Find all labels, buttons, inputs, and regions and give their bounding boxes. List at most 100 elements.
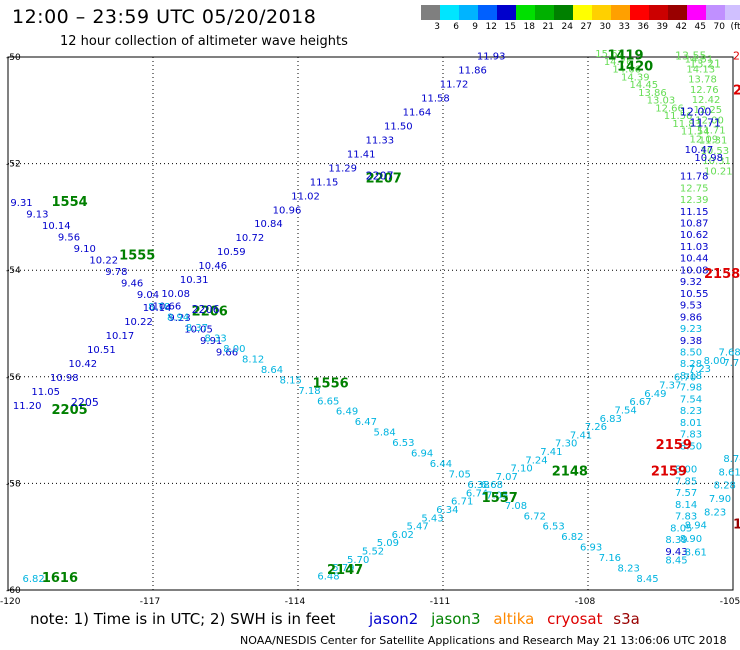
track-value: 6.67 <box>629 397 651 408</box>
track-value: 10.96 <box>273 205 302 216</box>
pass-number: 1554 <box>52 195 88 210</box>
track-value: 10.98 <box>50 373 79 384</box>
track-value: 5.70 <box>347 555 369 566</box>
track-value: 8.90 <box>680 534 702 545</box>
legend-label: (ft) <box>730 22 740 32</box>
track-value: 8.61 <box>685 547 707 558</box>
y-tick-label: -60 <box>6 586 21 596</box>
track-value: 7.41 <box>540 447 562 458</box>
y-tick-label: -52 <box>6 160 21 170</box>
track-value: 9.23 <box>680 324 702 335</box>
track-value: 11.15 <box>310 177 339 188</box>
track-value: 7.10 <box>510 464 532 475</box>
track-value: 8.33 <box>204 334 226 345</box>
track-value: 10.53 <box>700 146 729 157</box>
legend-swatch: 30 <box>592 5 611 32</box>
track-value: 11.41 <box>347 149 376 160</box>
track-value: 10.44 <box>680 254 709 265</box>
legend-label: 15 <box>504 22 516 32</box>
pass-number: 160 <box>733 518 740 533</box>
track-value: 9.66 <box>216 347 238 358</box>
track-value: 10.66 <box>153 302 182 313</box>
track-value: 6.74 <box>466 488 488 499</box>
track-value: 9.23 <box>168 313 190 324</box>
track-value: 10.08 <box>161 289 190 300</box>
track-value: 12.66 <box>655 103 684 114</box>
pass-number: 2159 <box>656 438 692 453</box>
track-value: 14.45 <box>630 80 659 91</box>
track-value: 5.52 <box>362 546 384 557</box>
x-tick-label: -114 <box>285 597 306 607</box>
legend-label: 42 <box>675 22 687 32</box>
track-value: 12.00 <box>695 115 724 126</box>
track-value: 10.08 <box>680 265 709 276</box>
x-tick-label: -105 <box>720 597 740 607</box>
track-value: 11.05 <box>31 387 60 398</box>
track-value: 6.93 <box>580 543 602 554</box>
legend-swatch: 12 <box>478 5 497 32</box>
track-value: 8.28 <box>680 359 702 370</box>
track-value: 14.13 <box>686 65 715 76</box>
track-value: 10.31 <box>180 275 209 286</box>
x-tick-label: -111 <box>430 597 450 607</box>
track-value: 10.31 <box>702 156 731 167</box>
track-value: 12.42 <box>692 95 721 106</box>
pass-number: 2205 <box>71 396 99 409</box>
track-value: 7.83 <box>680 430 702 441</box>
track-value: 7.85 <box>675 476 697 487</box>
pass-number: 2207 <box>366 171 402 186</box>
track-value: 10.17 <box>106 331 135 342</box>
track-value: 9.31 <box>10 198 32 209</box>
y-tick-label: -54 <box>6 266 21 276</box>
track-value: 6.72 <box>524 511 546 522</box>
pass-number: 12.00 <box>680 106 712 119</box>
track-value: 6.53 <box>542 522 564 533</box>
track-value: 7.41 <box>570 430 592 441</box>
track-value: 7.05 <box>449 469 471 480</box>
pass-number: 2206 <box>192 303 220 316</box>
track-value: 11.03 <box>680 242 709 253</box>
legend-swatch: 45 <box>687 5 706 32</box>
track-value: 8.23 <box>680 406 702 417</box>
track-value: 10.47 <box>685 145 714 156</box>
track-value: 6.53 <box>392 438 414 449</box>
track-value: 6.02 <box>392 530 414 541</box>
track-value: 7.54 <box>614 406 636 417</box>
jason2-label: jason2 <box>368 610 419 628</box>
track-value: 11.54 <box>681 127 710 138</box>
track-value: 8.50 <box>680 441 702 452</box>
map-subtitle: 12 hour collection of altimeter wave hei… <box>60 34 348 49</box>
legend-label: 70 <box>713 22 725 32</box>
track-value: 8.45 <box>636 574 658 585</box>
track-value: 10.62 <box>680 230 709 241</box>
x-tick-label: -117 <box>140 597 160 607</box>
track-value: 7.08 <box>505 501 527 512</box>
track-value: 11.93 <box>477 52 506 63</box>
track-value: 8.61 <box>719 467 740 478</box>
track-value: 6.68 <box>481 480 503 491</box>
track-value: 8.05 <box>670 523 692 534</box>
legend-swatch: (ft) <box>725 5 740 32</box>
x-tick-label: -120 <box>0 597 21 607</box>
track-value: 12.75 <box>680 183 709 194</box>
track-value: 7.54 <box>680 394 702 405</box>
s3a-label: s3a <box>613 610 640 628</box>
track-value: 8.94 <box>167 313 189 324</box>
track-value: 11.58 <box>421 94 450 105</box>
track-value: 6.48 <box>317 571 339 582</box>
track-value: 10.42 <box>69 359 98 370</box>
track-value: 10.51 <box>87 345 116 356</box>
track-value: 8.15 <box>280 375 302 386</box>
track-value: 7.68 <box>719 347 740 358</box>
legend-label: 30 <box>599 22 611 32</box>
legend-label: 6 <box>453 22 459 32</box>
legend-label: 36 <box>637 22 649 32</box>
notes-prefix: note: 1) Time is in UTC; 2) SWH is in fe… <box>30 610 336 628</box>
track-value: 8.00 <box>704 356 726 367</box>
track-value: 7.07 <box>496 472 518 483</box>
legend-swatch: 24 <box>554 5 573 32</box>
pass-number: 2207 <box>366 170 394 183</box>
track-value: 13.03 <box>647 96 676 107</box>
track-value: 6.83 <box>600 414 622 425</box>
track-value: 10.05 <box>184 325 213 336</box>
